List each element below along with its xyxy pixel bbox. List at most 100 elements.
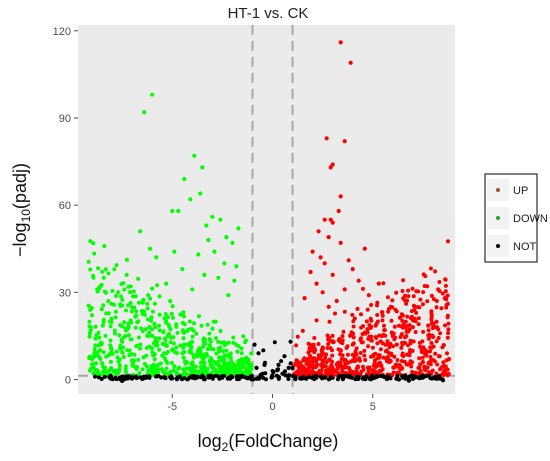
cloud-point-down-402	[234, 342, 239, 347]
cloud-point-down-265	[231, 361, 236, 366]
cloud-point-down-336	[87, 331, 92, 336]
cloud-point-up-400	[387, 307, 391, 311]
cloud-point-up-482	[443, 277, 448, 282]
cloud-point-up-257	[328, 371, 332, 376]
cloud-point-down-466	[201, 359, 206, 364]
cloud-point-down-136	[103, 333, 108, 338]
cloud-point-up-220	[316, 356, 321, 361]
cloud-point-up-531	[411, 294, 416, 299]
cloud-point-down-471	[109, 316, 114, 321]
cloud-point-up-253	[382, 323, 386, 328]
cloud-point-up-419	[414, 310, 419, 315]
cloud-point-down-42	[169, 360, 174, 365]
cloud-point-up-430	[414, 289, 419, 294]
cloud-point-down-393	[181, 367, 186, 372]
cloud-point-down-43	[181, 355, 186, 360]
cloud-point-up-521	[330, 339, 335, 344]
cloud-point-down-594	[107, 352, 112, 357]
density-bands	[86, 239, 451, 382]
cloud-point-up-632	[351, 324, 356, 329]
cloud-point-up-546	[439, 366, 444, 370]
cloud-point-up-460	[363, 358, 368, 362]
cloud-point-down-204	[93, 324, 98, 329]
cloud-point-down-95	[87, 368, 92, 373]
cloud-point-down-628	[118, 323, 123, 327]
cloud-point-up-602	[369, 354, 374, 359]
cloud-point-down-601	[216, 363, 221, 368]
cloud-point-up-189	[417, 340, 422, 345]
cloud-point-up-404	[358, 351, 363, 355]
cloud-point-down-139	[132, 352, 137, 357]
cloud-point-down-545	[194, 331, 199, 336]
cloud-point-up-27	[418, 297, 423, 302]
cloud-point-down-352	[191, 353, 196, 358]
cloud-point-down-70	[162, 316, 167, 321]
cloud-point-up-198	[362, 353, 367, 358]
point-up-24	[376, 281, 381, 286]
point-up-20	[308, 269, 313, 275]
cloud-point-up-557	[313, 365, 318, 370]
cloud-point-down-389	[142, 362, 147, 366]
point-down-9	[210, 214, 215, 219]
point-up-27	[366, 293, 371, 298]
cloud-point-down-560	[87, 319, 92, 324]
cloud-point-up-273	[314, 318, 319, 323]
cloud-point-down-526	[103, 267, 108, 272]
point-down-2	[192, 153, 197, 158]
cloud-point-up-598	[431, 358, 435, 362]
cloud-point-up-444	[369, 338, 374, 343]
cloud-point-down-418	[176, 366, 181, 371]
cloud-point-down-477	[150, 350, 155, 355]
cloud-point-up-247	[446, 239, 450, 244]
cloud-point-up-529	[397, 363, 402, 367]
cloud-point-down-391	[157, 328, 162, 333]
y-axis-title-sub: 10	[19, 209, 33, 223]
cloud-point-up-477	[379, 363, 384, 368]
point-up-15	[310, 249, 315, 254]
cloud-point-up-622	[402, 359, 407, 364]
cloud-point-up-403	[441, 360, 446, 365]
cloud-point-not-240	[394, 376, 399, 381]
cloud-point-up-364	[350, 352, 355, 357]
cloud-point-down-339	[93, 336, 98, 341]
cloud-point-down-150	[114, 263, 119, 268]
cloud-point-down-296	[201, 344, 206, 349]
point-up-23	[314, 281, 319, 286]
cloud-point-up-523	[369, 324, 374, 329]
cloud-point-up-323	[390, 305, 395, 310]
cloud-point-up-136	[424, 353, 429, 358]
point-up-11	[316, 229, 321, 234]
cloud-point-down-66	[114, 349, 119, 354]
cloud-point-down-464	[174, 324, 179, 329]
cloud-point-up-613	[412, 308, 417, 312]
cloud-point-not-237	[409, 373, 414, 378]
cloud-point-up-518	[400, 366, 405, 371]
cloud-point-up-500	[445, 315, 450, 320]
cloud-point-down-186	[135, 320, 140, 325]
cloud-point-up-568	[377, 355, 382, 360]
cloud-point-down-76	[126, 333, 131, 338]
cloud-point-up-326	[369, 334, 374, 339]
cloud-point-down-327	[184, 366, 189, 371]
cloud-point-up-43	[375, 313, 380, 317]
cloud-point-up-608	[420, 355, 425, 360]
point-down-11	[138, 229, 143, 234]
cloud-point-not-132	[412, 374, 417, 379]
cloud-point-not-249	[323, 375, 328, 380]
point-up-3	[342, 139, 347, 144]
cloud-point-up-211	[400, 318, 405, 323]
cloud-point-not-94	[388, 376, 393, 381]
cloud-point-down-571	[228, 351, 233, 356]
cloud-point-up-445	[316, 353, 321, 358]
cloud-point-up-345	[403, 319, 408, 324]
y-axis-title-base: −log	[10, 222, 30, 257]
cloud-point-down-636	[92, 352, 97, 357]
cloud-point-down-642	[189, 344, 194, 349]
cloud-point-down-516	[91, 241, 96, 246]
cloud-point-down-145	[181, 336, 186, 341]
cloud-point-down-79	[150, 286, 155, 291]
cloud-point-down-215	[99, 307, 104, 312]
point-not-0	[252, 342, 257, 347]
cloud-point-down-459	[192, 321, 196, 326]
